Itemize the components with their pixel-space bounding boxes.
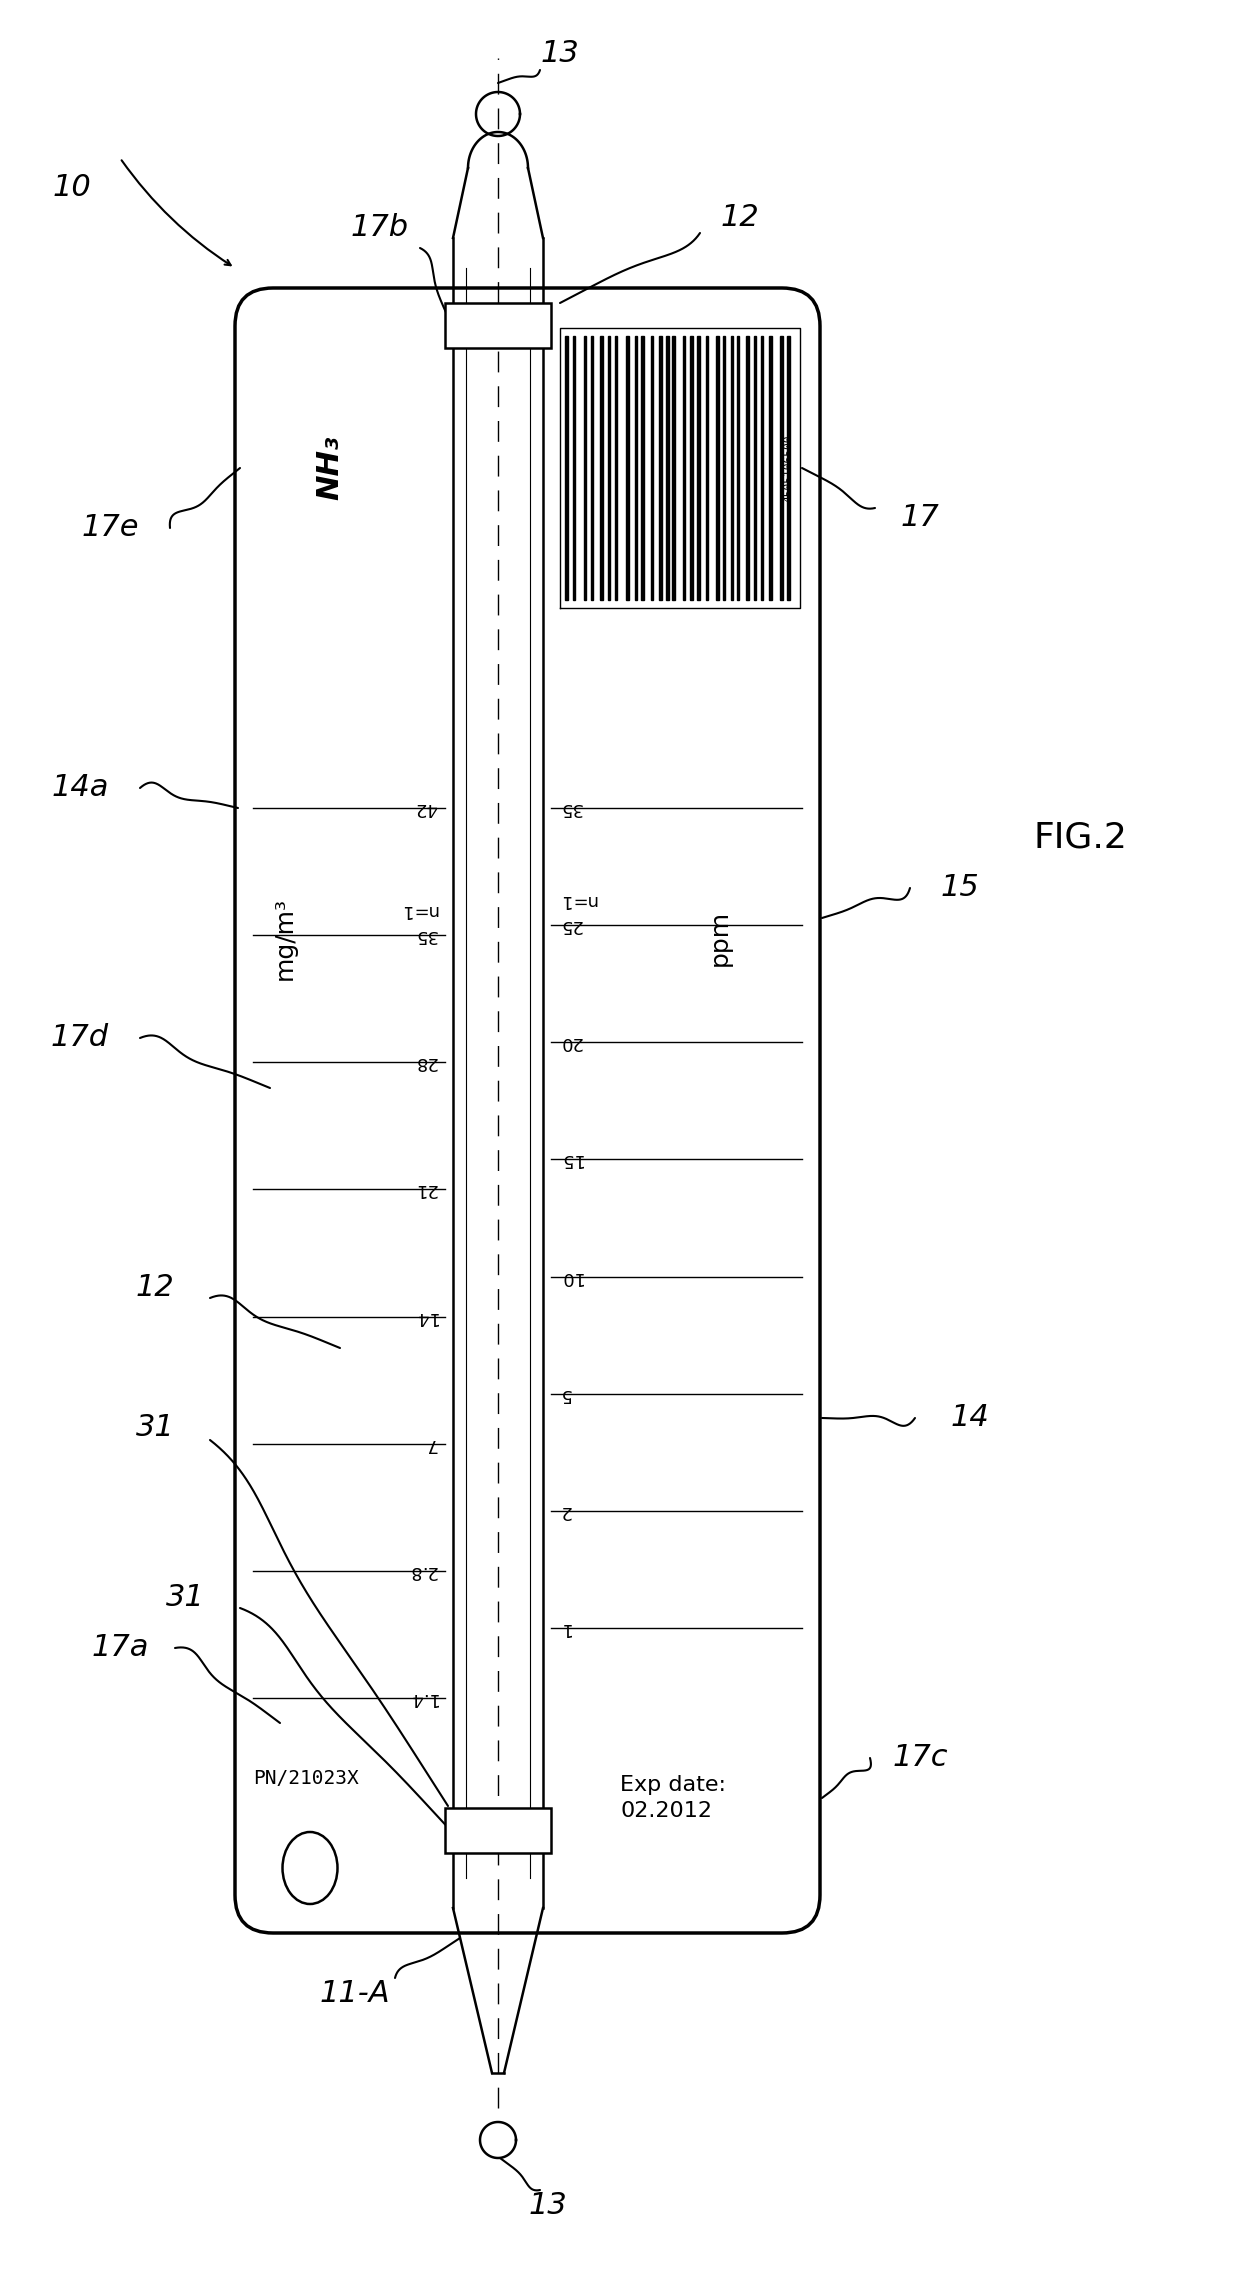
Text: 17e: 17e: [82, 513, 139, 542]
Text: 35: 35: [559, 799, 582, 817]
Bar: [641, 336, 644, 599]
Text: 14: 14: [414, 1306, 436, 1325]
Text: 1.4: 1.4: [408, 1689, 436, 1707]
Bar: [615, 336, 618, 599]
Ellipse shape: [283, 1833, 337, 1904]
Text: 20: 20: [559, 1034, 582, 1050]
Text: 13: 13: [541, 39, 579, 69]
FancyBboxPatch shape: [236, 288, 820, 1933]
Text: 17d: 17d: [51, 1023, 109, 1052]
Text: 1: 1: [559, 1620, 570, 1636]
Text: 14: 14: [951, 1403, 990, 1432]
Text: 31: 31: [135, 1414, 175, 1441]
Text: FIG.2: FIG.2: [1033, 821, 1127, 856]
Bar: [723, 336, 725, 599]
Text: 10: 10: [52, 174, 92, 204]
Bar: [600, 336, 603, 599]
Bar: [635, 336, 637, 599]
Text: 17c: 17c: [893, 1743, 947, 1773]
Bar: [746, 336, 749, 599]
Text: 15: 15: [559, 1151, 582, 1169]
Text: 12: 12: [135, 1274, 175, 1302]
Bar: [780, 336, 782, 599]
Text: 42: 42: [414, 799, 436, 817]
Bar: [445, 302, 551, 348]
Bar: [608, 336, 610, 599]
Text: 17: 17: [900, 503, 940, 533]
Text: 14a: 14a: [51, 773, 109, 803]
Text: 7: 7: [425, 1435, 436, 1453]
Text: 13: 13: [528, 2192, 568, 2219]
Bar: [691, 336, 693, 599]
Bar: [590, 336, 593, 599]
Bar: [626, 336, 629, 599]
Text: 17b: 17b: [351, 213, 409, 243]
Bar: [769, 336, 771, 599]
Bar: [584, 336, 587, 599]
Text: 10: 10: [559, 1268, 582, 1286]
Bar: [682, 336, 686, 599]
Text: 4505106500: 4505106500: [782, 435, 794, 501]
Text: 11-A: 11-A: [320, 1979, 391, 2007]
Text: 31: 31: [166, 1583, 205, 1613]
Bar: [715, 336, 719, 599]
Bar: [787, 336, 790, 599]
Text: n=1: n=1: [399, 901, 436, 920]
Text: 12: 12: [720, 204, 759, 233]
Bar: [737, 336, 739, 599]
Text: 21: 21: [414, 1181, 436, 1199]
Bar: [666, 336, 668, 599]
Text: 15: 15: [941, 874, 980, 901]
Text: PN/21023X: PN/21023X: [253, 1769, 358, 1787]
Text: mg/m³: mg/m³: [273, 897, 298, 979]
Text: 35: 35: [414, 927, 436, 945]
Bar: [760, 336, 764, 599]
Text: ppm: ppm: [708, 911, 732, 966]
Text: NH₃: NH₃: [315, 435, 345, 501]
Text: Exp date:
02.2012: Exp date: 02.2012: [620, 1775, 725, 1821]
Bar: [573, 336, 575, 599]
Text: n=1: n=1: [559, 890, 596, 908]
Text: 2.8: 2.8: [408, 1563, 436, 1579]
Bar: [706, 336, 708, 599]
Bar: [565, 336, 568, 599]
Text: 2: 2: [559, 1501, 570, 1519]
Bar: [672, 336, 675, 599]
Bar: [651, 336, 653, 599]
Text: 28: 28: [414, 1052, 436, 1071]
Text: 5: 5: [559, 1384, 570, 1403]
Bar: [445, 1808, 551, 1853]
Bar: [754, 336, 756, 599]
Text: 17a: 17a: [92, 1634, 149, 1663]
Text: 25: 25: [559, 915, 582, 934]
Bar: [697, 336, 699, 599]
Bar: [730, 336, 733, 599]
Bar: [660, 336, 662, 599]
